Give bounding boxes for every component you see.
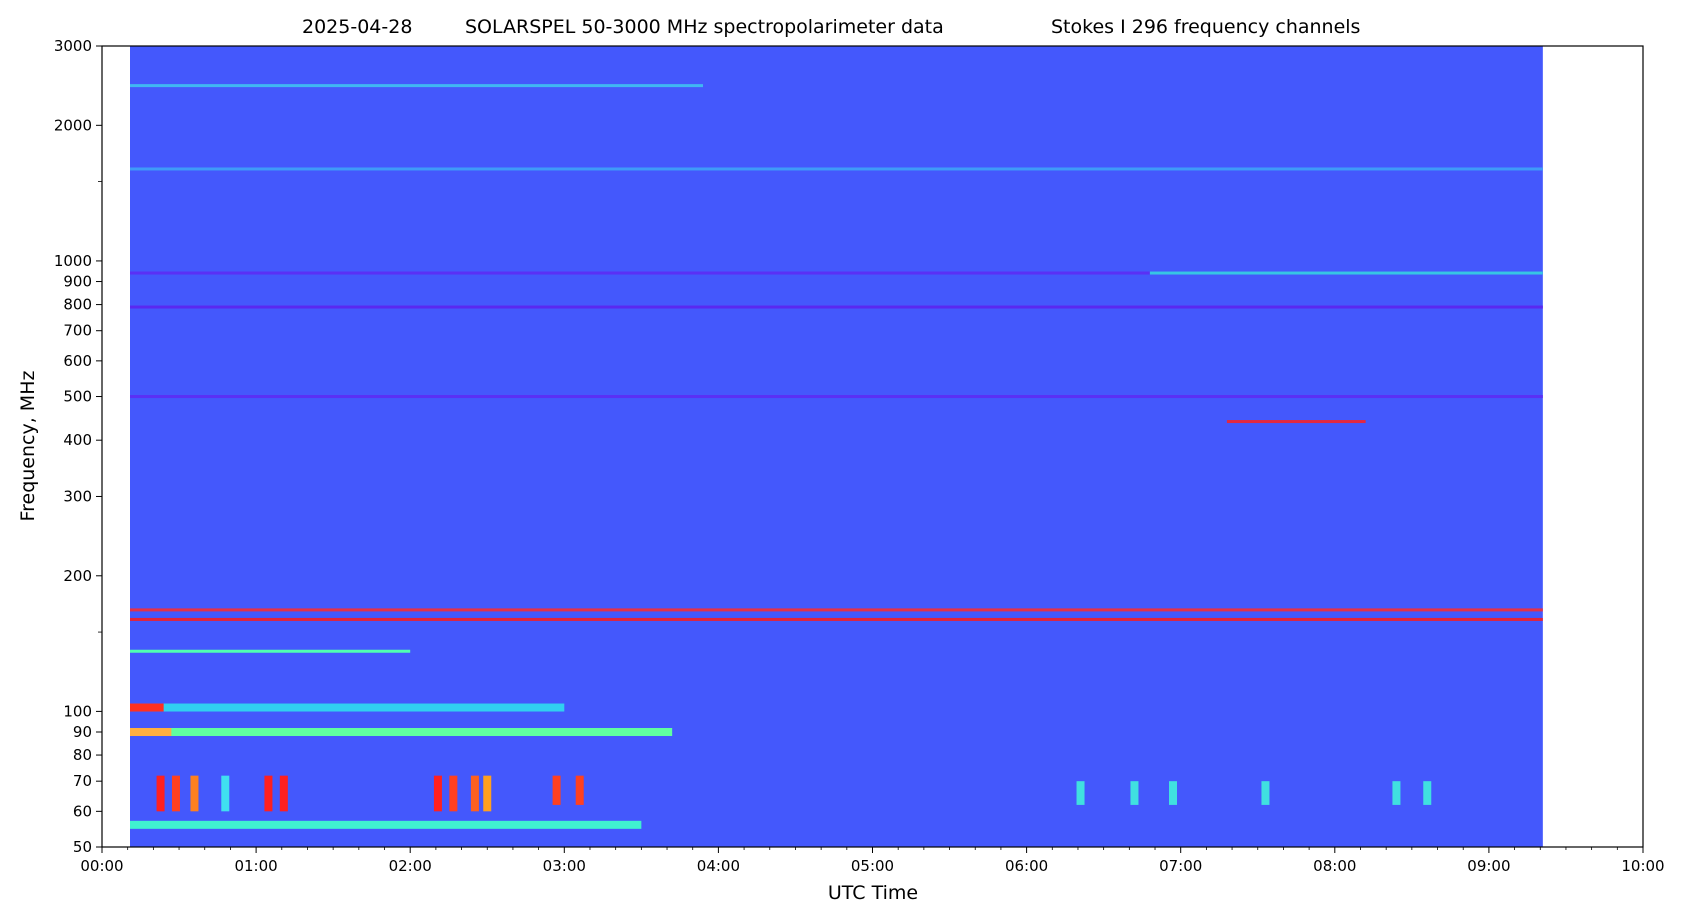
band-102 xyxy=(130,703,565,712)
y-tick-label: 700 xyxy=(63,322,92,340)
burst-11 xyxy=(575,775,584,805)
y-tick-label: 2000 xyxy=(54,116,92,134)
band-90-hot xyxy=(130,728,172,737)
band-440-red xyxy=(1226,420,1366,424)
x-tick-label: 00:00 xyxy=(80,857,123,875)
x-tick-label: 04:00 xyxy=(697,857,740,875)
x-tick-label: 08:00 xyxy=(1313,857,1356,875)
band-790 xyxy=(130,305,1543,309)
x-tick-label: 07:00 xyxy=(1159,857,1202,875)
plot-area xyxy=(130,46,1543,847)
burst-16 xyxy=(1392,781,1401,805)
band-136 xyxy=(130,649,411,653)
burst-6 xyxy=(433,775,442,812)
burst-12 xyxy=(1076,781,1085,805)
x-tick-label: 02:00 xyxy=(389,857,432,875)
burst-17 xyxy=(1423,781,1432,805)
burst-4 xyxy=(264,775,273,812)
band-160 xyxy=(130,617,1543,621)
band-940 xyxy=(130,271,1543,275)
y-tick-label: 500 xyxy=(63,388,92,406)
y-tick-label: 1000 xyxy=(54,252,92,270)
y-tick-label: 200 xyxy=(63,567,92,585)
y-tick-label: 50 xyxy=(73,838,92,856)
x-tick-label: 01:00 xyxy=(234,857,277,875)
x-tick-label: 09:00 xyxy=(1467,857,1510,875)
burst-10 xyxy=(552,775,561,805)
burst-1 xyxy=(171,775,180,812)
y-axis-label: Frequency, MHz xyxy=(17,371,39,522)
y-tick-label: 90 xyxy=(73,723,92,741)
burst-7 xyxy=(449,775,458,812)
band-56 xyxy=(130,820,642,829)
burst-14 xyxy=(1168,781,1177,805)
title-date: 2025-04-28 xyxy=(302,16,412,38)
band-940-bright xyxy=(1149,271,1543,275)
x-tick-label: 03:00 xyxy=(543,857,586,875)
x-axis-label: UTC Time xyxy=(828,882,918,904)
band-2450 xyxy=(130,84,703,88)
y-tick-label: 800 xyxy=(63,296,92,314)
band-102-red xyxy=(130,703,164,712)
y-tick-label: 300 xyxy=(63,487,92,505)
y-tick-label: 70 xyxy=(73,772,92,790)
burst-8 xyxy=(470,775,479,812)
y-tick-label: 900 xyxy=(63,273,92,291)
title-instrument: SOLARSPEL 50-3000 MHz spectropolarimeter… xyxy=(465,16,944,38)
y-tick-label: 3000 xyxy=(54,37,92,55)
chart-title: 2025-04-28 SOLARSPEL 50-3000 MHz spectro… xyxy=(302,16,1360,38)
y-tick-label: 600 xyxy=(63,352,92,370)
x-tick-label: 10:00 xyxy=(1621,857,1664,875)
burst-0 xyxy=(156,775,165,812)
y-tick-label: 400 xyxy=(63,431,92,449)
y-tick-label: 100 xyxy=(63,702,92,720)
band-168 xyxy=(130,608,1543,612)
burst-3 xyxy=(221,775,230,812)
band-1600 xyxy=(130,167,1543,171)
x-tick-label: 06:00 xyxy=(1005,857,1048,875)
burst-5 xyxy=(279,775,288,812)
band-90 xyxy=(130,728,673,737)
y-tick-label: 80 xyxy=(73,746,92,764)
band-500 xyxy=(130,395,1543,399)
y-tick-label: 60 xyxy=(73,802,92,820)
title-stokes: Stokes I 296 frequency channels xyxy=(1051,16,1360,38)
y-axis: 50 60 70 80 90 100 200 300 400 500 600 700 800 900 100… xyxy=(54,37,102,856)
spectrogram-background xyxy=(130,46,1543,847)
burst-2 xyxy=(190,775,199,812)
x-axis: 00:00 01:00 02:00 03:00 04:00 05:00 06:00 07:00… xyxy=(80,847,1665,875)
burst-9 xyxy=(483,775,492,812)
burst-13 xyxy=(1130,781,1139,805)
burst-15 xyxy=(1261,781,1270,805)
x-tick-label: 05:00 xyxy=(851,857,894,875)
